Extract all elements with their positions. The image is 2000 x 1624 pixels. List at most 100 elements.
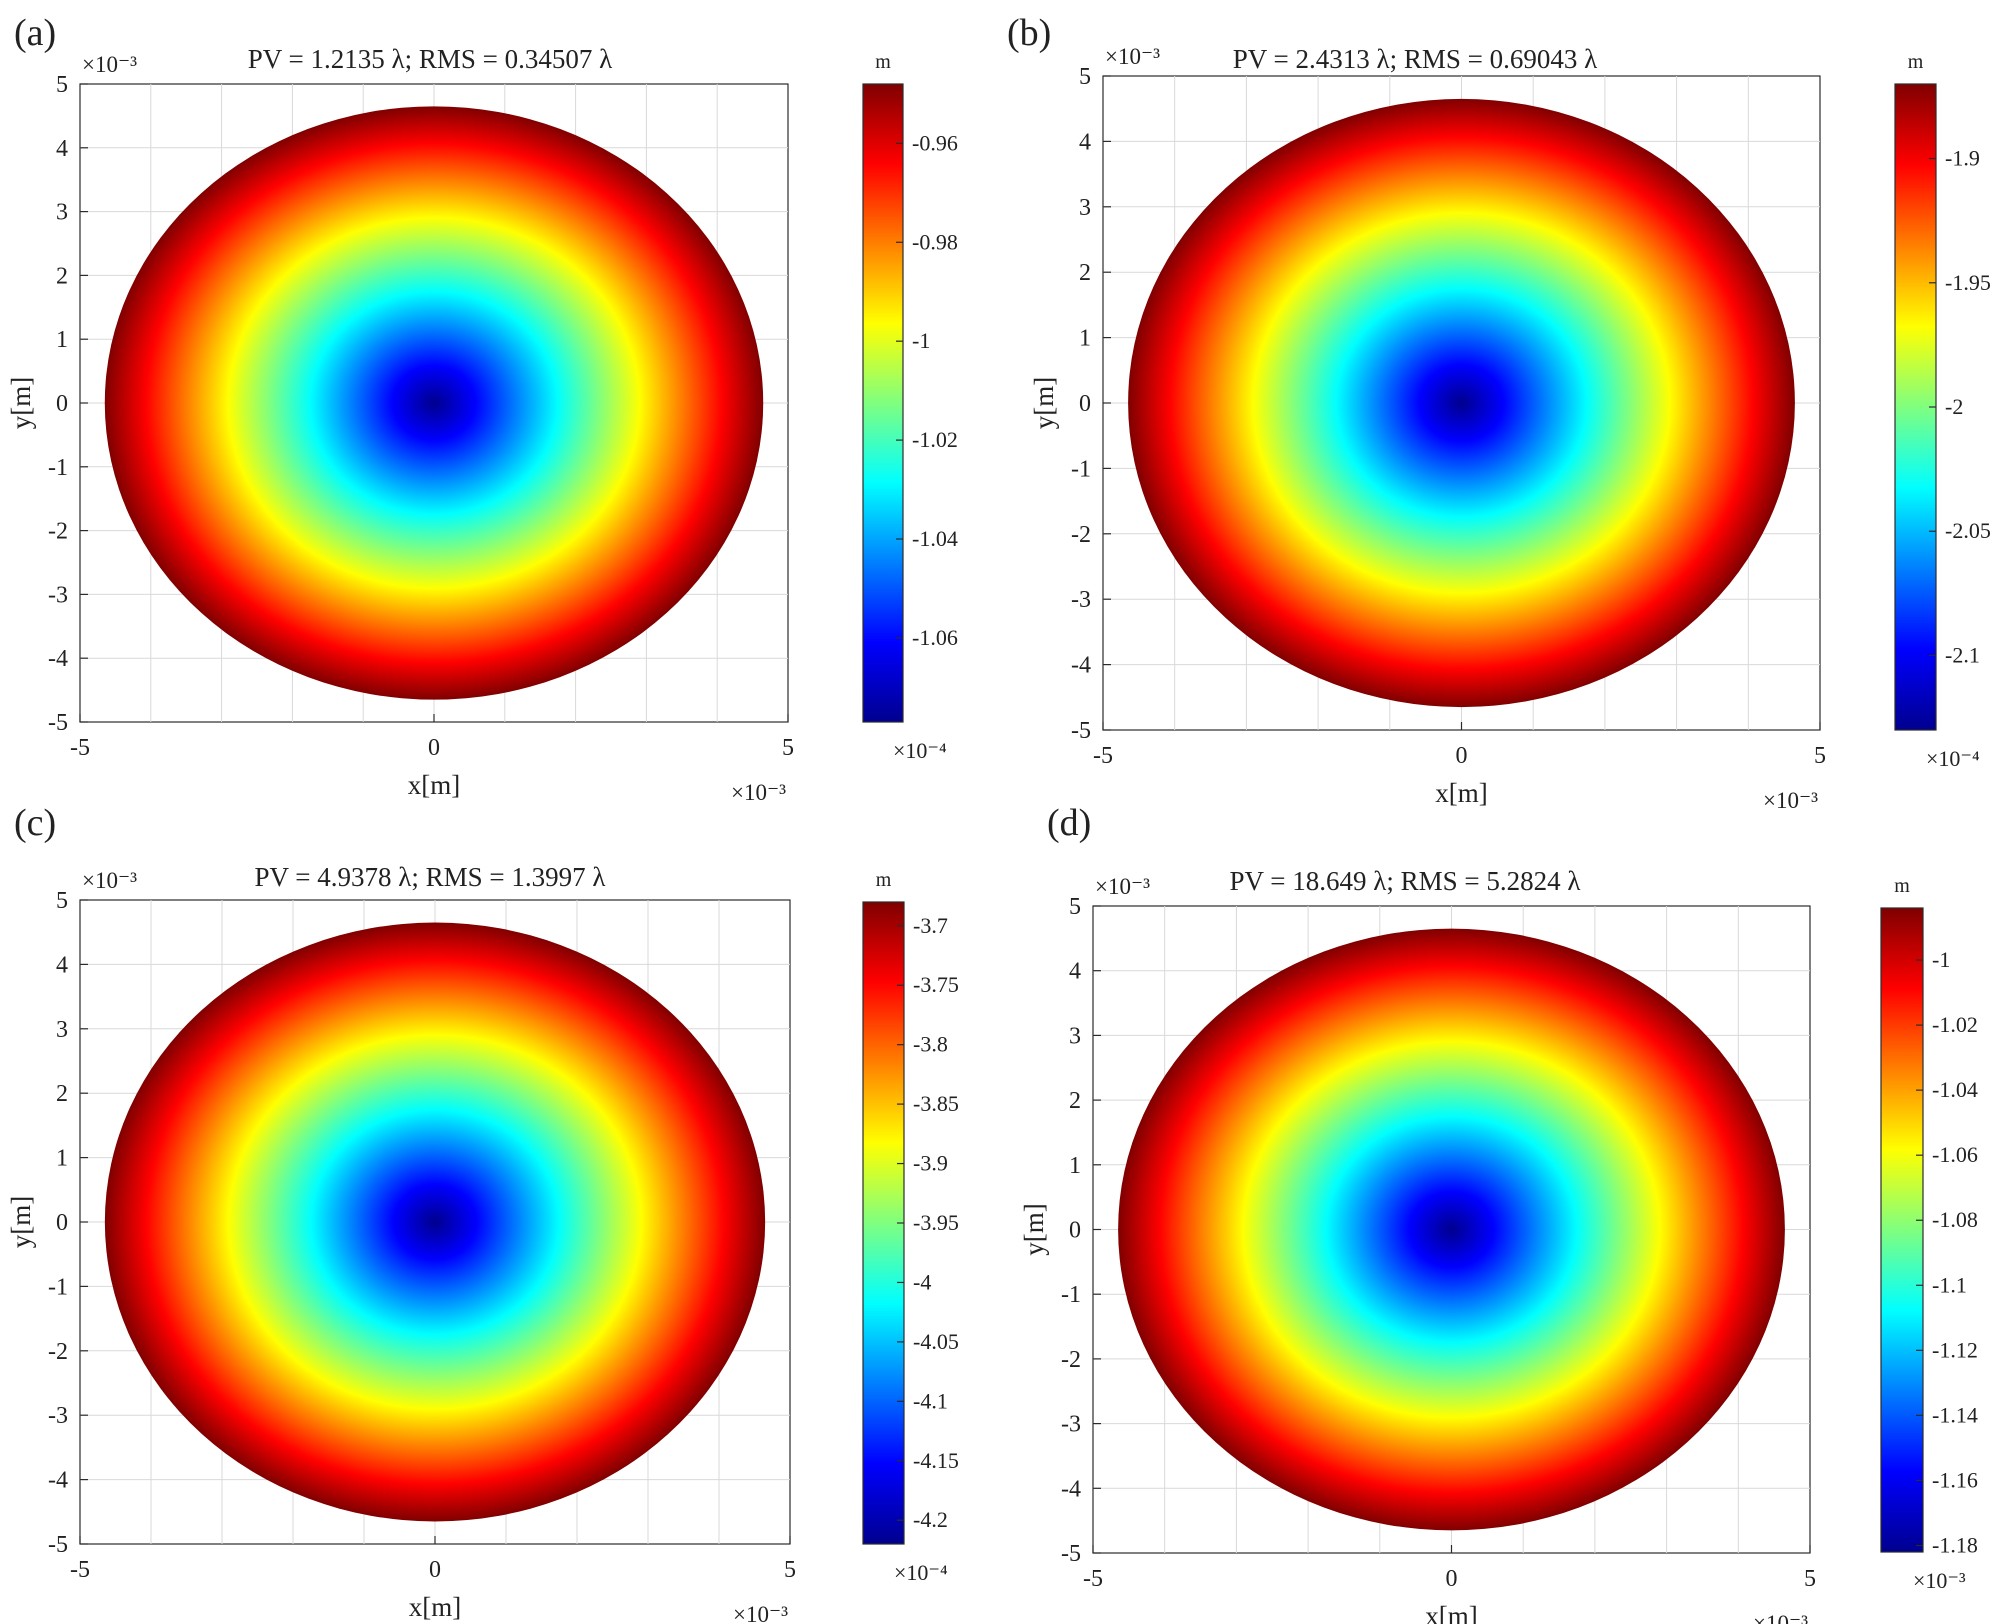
panel-label: (a) (14, 12, 56, 54)
panel-d: (d) PV = 18.649 λ; RMS = 5.2824 λ 5 4 3 2 1 0 -1… (1019, 802, 1978, 1624)
y-tick-label: 4 (1069, 959, 1081, 985)
y-tick-label: 4 (1079, 129, 1091, 155)
y-tick-label: 2 (56, 263, 68, 289)
x-tick-label: 5 (1814, 743, 1826, 769)
y-tick-label: 3 (1079, 195, 1091, 221)
x-tick-label: 5 (782, 735, 794, 761)
y-exponent: ×10⁻³ (1105, 44, 1160, 69)
x-tick-label: 0 (1456, 743, 1468, 769)
colorbar-tick-label: -1.16 (1932, 1467, 1978, 1492)
y-tick-label: -1 (48, 455, 68, 481)
chart-title: PV = 18.649 λ; RMS = 5.2824 λ (1230, 866, 1581, 896)
colorbar-tick-label: -4.15 (913, 1448, 959, 1473)
colorbar-tick-label: -3.75 (913, 972, 959, 997)
y-exponent: ×10⁻³ (82, 868, 137, 893)
x-tick-label: 0 (428, 735, 440, 761)
chart-title: PV = 2.4313 λ; RMS = 0.69043 λ (1233, 44, 1597, 74)
y-tick-label: 1 (56, 1146, 68, 1172)
x-axis-label: x[m] (1425, 1601, 1477, 1624)
x-exponent: ×10⁻³ (731, 780, 786, 805)
y-tick-label: -2 (1061, 1347, 1081, 1373)
colorbar-tick-label: -3.85 (913, 1091, 959, 1116)
y-exponent: ×10⁻³ (82, 52, 137, 77)
x-axis-label: x[m] (1435, 778, 1487, 808)
colorbar-tick-label: -4.1 (913, 1388, 948, 1413)
colorbar-unit: m (1908, 51, 1924, 73)
colorbar-tick-label: -1.08 (1932, 1207, 1978, 1232)
wavefront-surface (1118, 928, 1785, 1531)
y-tick-label: -4 (1071, 653, 1091, 679)
x-tick-label: -5 (70, 735, 90, 761)
x-tick-label: -5 (1093, 743, 1113, 769)
y-tick-label: 1 (1069, 1153, 1081, 1179)
y-tick-label: -4 (48, 646, 68, 672)
y-tick-label: -5 (48, 1532, 68, 1558)
y-tick-label: -4 (1061, 1476, 1081, 1502)
y-axis-label: y[m] (6, 377, 36, 429)
colorbar-tick-label: -1.04 (1932, 1077, 1978, 1102)
colorbar-tick-label: -2 (1945, 394, 1963, 419)
y-tick-label: 2 (1069, 1088, 1081, 1114)
y-tick-label: 3 (1069, 1023, 1081, 1049)
wavefront-surface (1128, 98, 1795, 708)
y-axis-label: y[m] (1029, 377, 1059, 429)
y-tick-label: -5 (1071, 718, 1091, 744)
y-tick-label: 1 (56, 327, 68, 353)
colorbar-tick-label: -3.8 (913, 1032, 948, 1057)
colorbar-tick-label: -1.02 (912, 427, 958, 452)
y-tick-label: -1 (1061, 1282, 1081, 1308)
chart-title: PV = 4.9378 λ; RMS = 1.3997 λ (255, 862, 606, 892)
colorbar-tick-label: -1.9 (1945, 146, 1980, 171)
colorbar-tick-label: -4.05 (913, 1329, 959, 1354)
colorbar-tick-label: -1.12 (1932, 1337, 1978, 1362)
panel-label: (c) (14, 802, 56, 844)
panel-label: (b) (1007, 12, 1051, 54)
colorbar-tick-label: -4.2 (913, 1507, 948, 1532)
colorbar-exponent: ×10⁻⁴ (894, 1560, 948, 1585)
y-tick-label: 5 (1079, 64, 1091, 90)
colorbar (1880, 907, 1924, 1553)
colorbar-exponent: ×10⁻⁴ (893, 738, 947, 763)
y-tick-label: 5 (56, 72, 68, 98)
x-exponent: ×10⁻³ (1753, 1611, 1808, 1624)
wavefront-surface (104, 922, 766, 1522)
y-tick-label: -1 (1071, 456, 1091, 482)
y-tick-label: -3 (48, 1403, 68, 1429)
y-tick-label: 3 (56, 200, 68, 226)
y-tick-label: -5 (48, 710, 68, 736)
x-tick-label: 5 (784, 1557, 796, 1583)
x-axis-label: x[m] (408, 770, 460, 800)
colorbar-tick-label: -4 (913, 1269, 931, 1294)
colorbar-tick-label: -1.02 (1932, 1012, 1978, 1037)
x-tick-label: -5 (1083, 1566, 1103, 1592)
colorbar-tick-label: -2.05 (1945, 518, 1991, 543)
y-tick-label: -3 (1061, 1412, 1081, 1438)
colorbar-tick-label: -1.04 (912, 526, 958, 551)
colorbar-tick-label: -0.98 (912, 229, 958, 254)
panel-label: (d) (1047, 802, 1091, 844)
colorbar-tick-label: -3.95 (913, 1210, 959, 1235)
y-tick-label: 0 (1069, 1218, 1081, 1244)
y-tick-label: 2 (56, 1081, 68, 1107)
y-tick-label: 5 (56, 888, 68, 914)
colorbar-tick-label: -3.7 (913, 913, 948, 938)
colorbar-tick-label: -2.1 (1945, 642, 1980, 667)
colorbar-unit: m (876, 869, 892, 891)
y-tick-label: 0 (1079, 391, 1091, 417)
y-axis-label: y[m] (1019, 1203, 1049, 1255)
y-tick-label: 0 (56, 1210, 68, 1236)
y-tick-label: 5 (1069, 894, 1081, 920)
panel-b: (b) PV = 2.4313 λ; RMS = 0.69043 λ 5 4 3 2 1 0 -… (1007, 12, 1991, 813)
x-tick-label: 0 (429, 1557, 441, 1583)
y-tick-label: -2 (1071, 522, 1091, 548)
chart-title: PV = 1.2135 λ; RMS = 0.34507 λ (248, 44, 612, 74)
y-exponent: ×10⁻³ (1095, 874, 1150, 899)
colorbar-exponent: ×10⁻³ (1913, 1568, 1966, 1593)
y-tick-label: 1 (1079, 326, 1091, 352)
x-tick-label: -5 (70, 1557, 90, 1583)
wavefront-surface (104, 106, 764, 700)
x-tick-label: 5 (1804, 1566, 1816, 1592)
colorbar-tick-label: -1.1 (1932, 1272, 1967, 1297)
x-exponent: ×10⁻³ (733, 1602, 788, 1624)
